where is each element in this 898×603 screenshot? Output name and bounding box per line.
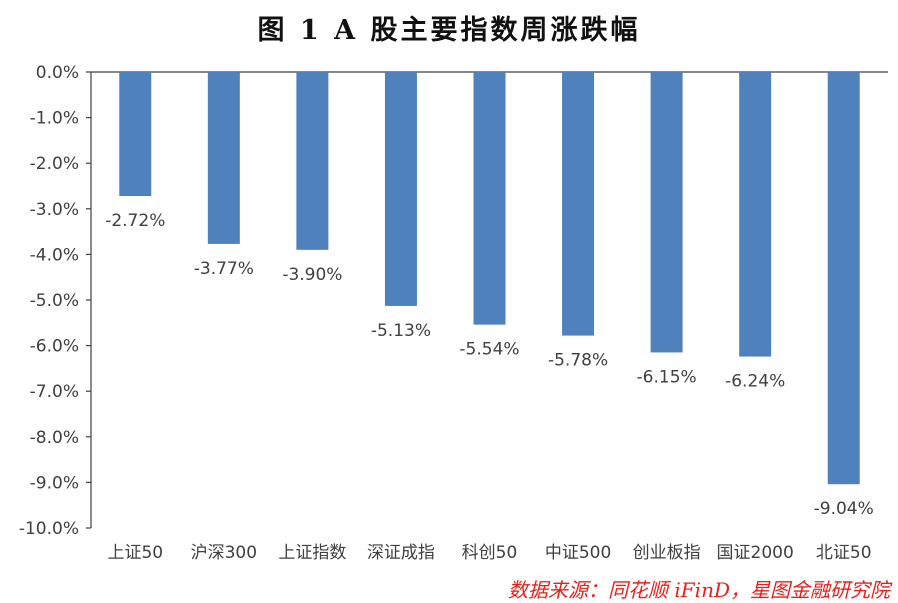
bar — [296, 72, 329, 250]
x-tick-label: 上证50 — [107, 543, 163, 563]
chart-title: 图 1 A 股主要指数周涨跌幅 — [257, 15, 641, 46]
data-label: -9.04% — [814, 499, 874, 519]
x-tick-label: 国证2000 — [717, 543, 794, 563]
x-tick-label: 科创50 — [462, 543, 518, 563]
x-tick-label: 沪深300 — [191, 543, 257, 563]
data-label: -5.54% — [459, 340, 519, 360]
y-tick-label: -3.0% — [30, 200, 79, 220]
x-tick-label: 中证500 — [545, 543, 611, 563]
bar — [739, 72, 772, 357]
data-label: -2.72% — [105, 211, 165, 231]
data-label: -3.77% — [194, 259, 254, 279]
bar — [827, 72, 860, 485]
bar — [562, 72, 595, 336]
y-tick-label: -2.0% — [30, 154, 79, 174]
data-label: -5.13% — [371, 321, 431, 341]
y-tick-label: -4.0% — [30, 245, 79, 265]
y-tick-label: -6.0% — [30, 337, 79, 357]
y-tick-label: -5.0% — [30, 291, 79, 311]
y-tick-label: -1.0% — [30, 109, 79, 129]
y-tick-label: -10.0% — [19, 519, 79, 539]
bar — [207, 72, 240, 244]
x-tick-label: 上证指数 — [278, 543, 346, 563]
source-note: 数据来源：同花顺 iFinD，星图金融研究院 — [508, 578, 890, 602]
y-tick-label: -7.0% — [30, 382, 79, 402]
y-tick-label: -9.0% — [30, 473, 79, 493]
y-tick-label: 0.0% — [36, 63, 79, 83]
bar — [650, 72, 683, 353]
data-label: -6.15% — [637, 367, 697, 387]
data-label: -6.24% — [725, 372, 785, 392]
data-label: -3.90% — [282, 265, 342, 285]
bar — [473, 72, 506, 325]
y-tick-label: -8.0% — [30, 428, 79, 448]
x-tick-label: 创业板指 — [633, 543, 701, 563]
x-tick-label: 北证50 — [816, 543, 872, 563]
data-label: -5.78% — [548, 351, 608, 371]
bar — [119, 72, 152, 197]
x-tick-label: 深证成指 — [367, 543, 435, 563]
bar — [384, 72, 417, 306]
